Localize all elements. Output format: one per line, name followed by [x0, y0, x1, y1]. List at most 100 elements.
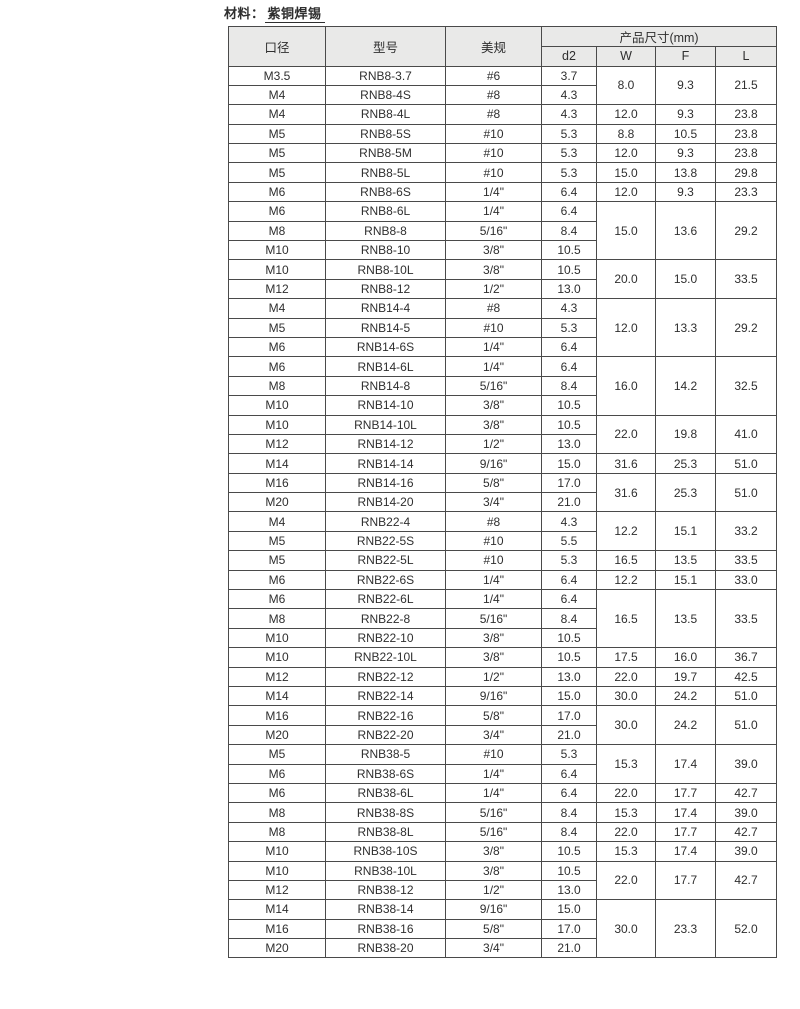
model-cell: RNB22-14 — [325, 685, 446, 707]
w: 15.3 — [596, 802, 656, 823]
w: 12.2 — [596, 569, 656, 591]
caliber-cell: M10 — [228, 414, 326, 435]
d2-cell: 5.3 — [541, 143, 597, 164]
d2-cell: 6.4 — [541, 782, 597, 804]
caliber-cell: M12 — [228, 879, 326, 901]
f: 13.5 — [655, 589, 716, 649]
table-row: M5 RNB22-5L #10 5.3 16.5 13.5 33.5 — [228, 550, 778, 571]
model-cell: RNB14-6L — [325, 356, 446, 377]
us_spec-cell: #10 — [445, 530, 542, 552]
us_spec-cell: #8 — [445, 104, 542, 125]
table-row: M3.5 RNB8-3.7 #6 3.7 8.0 9.3 21.5 — [228, 65, 778, 106]
table-row: M10 RNB38-10S 3/8" 10.5 15.3 17.4 39.0 — [228, 841, 778, 862]
w: 31.6 — [596, 472, 656, 513]
f: 19.7 — [655, 666, 716, 688]
l: 51.0 — [714, 705, 778, 746]
w: 16.0 — [596, 356, 656, 416]
d2-cell: 4.3 — [541, 104, 597, 125]
w: 12.0 — [596, 181, 656, 203]
us_spec-cell: 5/8" — [445, 918, 542, 940]
l: 42.5 — [714, 666, 778, 688]
table-row: M20 RNB14-20 3/4" 21.0 — [228, 492, 777, 513]
caliber-cell: M10 — [228, 259, 326, 280]
l: 23.8 — [714, 123, 778, 145]
us_spec-cell: 1/4" — [445, 782, 542, 804]
table-row: M10 RNB14-10 3/8" 10.5 — [228, 395, 777, 416]
caliber-cell: M6 — [228, 336, 326, 358]
l: 42.7 — [714, 782, 778, 804]
table-row: M10 RNB38-10L 3/8" 10.5 22.0 17.7 42.7 — [228, 860, 778, 901]
model-cell: RNB22-10L — [325, 647, 446, 668]
d2-cell: 10.5 — [541, 647, 597, 668]
caliber-cell: M10 — [228, 240, 326, 261]
product-spec-table: 口径 型号 美规 产品尺寸(mm) d2 W F L M3.5 RNB8-3.7 #… — [228, 26, 778, 959]
model-cell: RNB22-6L — [325, 589, 446, 610]
l: 33.5 — [714, 589, 778, 649]
d2-cell: 6.4 — [541, 589, 597, 610]
us_spec-cell: #8 — [445, 298, 542, 319]
page-content: 材料： 紫铜焊锡 口径 型号 美规 产品尺寸(mm) d2 W F L M3.5 R… — [224, 0, 784, 959]
table-row: M16 RNB14-16 5/8" 17.0 31.6 25.3 51.0 — [228, 472, 778, 513]
w: 22.0 — [596, 821, 656, 843]
l: 36.7 — [714, 647, 778, 668]
us_spec-cell: 1/2" — [445, 433, 542, 455]
d2-cell: 3.7 — [541, 65, 597, 86]
table-row: M10 RNB22-10L 3/8" 10.5 17.5 16.0 36.7 — [228, 647, 778, 668]
header-caliber: 口径 — [228, 26, 326, 67]
l: 52.0 — [714, 899, 778, 959]
caliber-cell: M8 — [228, 802, 326, 823]
w: 15.0 — [596, 201, 656, 261]
f: 17.7 — [655, 860, 716, 901]
f: 13.8 — [655, 162, 716, 183]
d2-cell: 5.3 — [541, 550, 597, 571]
model-cell: RNB38-6S — [325, 763, 446, 784]
f: 17.7 — [655, 782, 716, 804]
caliber-cell: M12 — [228, 433, 326, 455]
us_spec-cell: 5/16" — [445, 375, 542, 397]
caliber-cell: M8 — [228, 608, 326, 629]
d2-cell: 8.4 — [541, 821, 597, 843]
table-row: M10 RNB8-10L 3/8" 10.5 20.0 15.0 33.5 — [228, 259, 778, 300]
caliber-cell: M5 — [228, 550, 326, 571]
us_spec-cell: 5/16" — [445, 802, 542, 823]
w: 22.0 — [596, 666, 656, 688]
us_spec-cell: #10 — [445, 143, 542, 164]
w: 8.0 — [596, 65, 656, 106]
f: 9.3 — [655, 104, 716, 125]
caliber-cell: M10 — [228, 647, 326, 668]
table-row: M8 RNB8-8 5/16" 8.4 — [228, 220, 777, 242]
caliber-cell: M12 — [228, 278, 326, 300]
d2-cell: 10.5 — [541, 259, 597, 280]
model-cell: RNB14-4 — [325, 298, 446, 319]
caliber-cell: M16 — [228, 472, 326, 494]
f: 9.3 — [655, 143, 716, 164]
table-row: M10 RNB22-10 3/8" 10.5 — [228, 627, 777, 649]
table-row: M5 RNB38-5 #10 5.3 15.3 17.4 39.0 — [228, 744, 778, 784]
d2-cell: 10.5 — [541, 841, 597, 862]
w: 12.0 — [596, 143, 656, 164]
d2-cell: 5.3 — [541, 317, 597, 338]
caliber-cell: M5 — [228, 317, 326, 338]
model-cell: RNB8-4S — [325, 84, 446, 106]
f: 23.3 — [655, 899, 716, 959]
table-row: M8 RNB14-8 5/16" 8.4 — [228, 375, 777, 397]
model-cell: RNB22-20 — [325, 724, 446, 746]
model-cell: RNB8-8 — [325, 220, 446, 242]
caliber-cell: M8 — [228, 220, 326, 242]
d2-cell: 5.3 — [541, 123, 597, 145]
us_spec-cell: 9/16" — [445, 453, 542, 474]
model-cell: RNB22-12 — [325, 666, 446, 688]
d2-cell: 8.4 — [541, 375, 597, 397]
model-cell: RNB8-10 — [325, 240, 446, 261]
f: 9.3 — [655, 65, 716, 106]
l: 33.5 — [714, 259, 778, 300]
us_spec-cell: 3/8" — [445, 647, 542, 668]
d2-cell: 15.0 — [541, 685, 597, 707]
table-row: M4 RNB22-4 #8 4.3 12.2 15.1 33.2 — [228, 511, 778, 552]
f: 15.0 — [655, 259, 716, 300]
table-row: M14 RNB38-14 9/16" 15.0 30.0 23.3 52.0 — [228, 899, 778, 959]
model-cell: RNB22-8 — [325, 608, 446, 629]
table-row: M12 RNB14-12 1/2" 13.0 — [228, 433, 777, 455]
us_spec-cell: 1/2" — [445, 278, 542, 300]
us_spec-cell: #10 — [445, 123, 542, 145]
